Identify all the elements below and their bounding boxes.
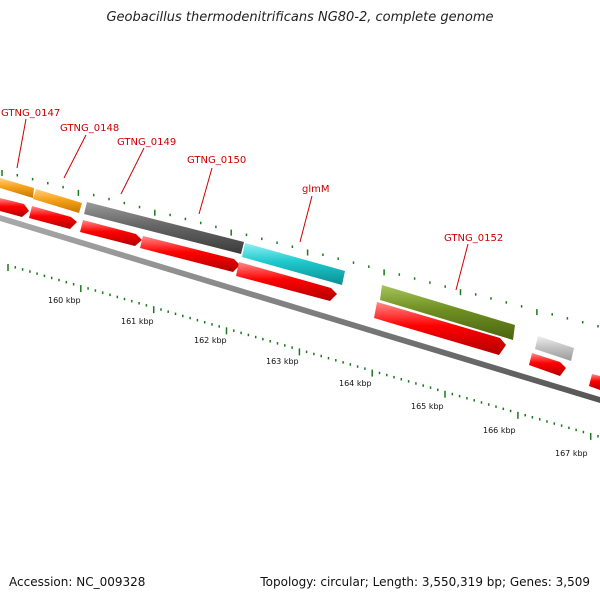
gene-label-gtng-0152: GTNG_0152 — [444, 233, 503, 244]
kbp-label-163: 163 kbp — [266, 357, 299, 366]
kbp-label-164: 164 kbp — [339, 379, 372, 388]
gene-bar-gtng-0152 — [380, 285, 515, 340]
gene-label-glmm: glmM — [302, 184, 330, 195]
gene-bar-gtng-0147 — [0, 178, 34, 198]
gene-arrow-4 — [140, 236, 240, 272]
kbp-label-162: 162 kbp — [194, 336, 227, 345]
accession-text: Accession: NC_009328 — [9, 575, 146, 589]
genome-summary-text: Topology: circular; Length: 3,550,319 bp… — [260, 575, 590, 589]
gene-label-gtng-0150: GTNG_0150 — [187, 155, 246, 166]
gene-arrow-8 — [589, 374, 600, 390]
genome-backbone — [0, 215, 600, 403]
map-title: Geobacillus thermodenitrificans NG80-2, … — [106, 10, 494, 25]
kbp-label-161: 161 kbp — [121, 317, 154, 326]
kbp-label-166: 166 kbp — [483, 426, 516, 435]
gene-bar-glmm — [242, 243, 345, 285]
kbp-label-160: 160 kbp — [48, 296, 81, 305]
gene-bar-gtng-0148 — [33, 189, 82, 213]
gene-arrow-7 — [529, 353, 566, 376]
kbp-label-165: 165 kbp — [411, 402, 444, 411]
gene-label-gtng-0149: GTNG_0149 — [117, 137, 176, 148]
gene-arrow-6 — [374, 302, 506, 355]
gene-arrow-5 — [236, 262, 337, 301]
gene-arrow-1 — [0, 198, 29, 217]
gene-leader-lines — [16, 118, 469, 291]
lower-tick-row — [7, 264, 599, 440]
upper-tick-row — [1, 170, 599, 328]
gene-bar-unlabeled — [535, 336, 574, 361]
gene-arrow-2 — [29, 206, 77, 229]
gene-arrow-3 — [80, 220, 142, 246]
gene-bar-gtng-0149-0150 — [84, 202, 244, 254]
kbp-label-167: 167 kbp — [555, 449, 588, 458]
gene-label-gtng-0147: GTNG_0147 — [1, 108, 60, 119]
gene-label-gtng-0148: GTNG_0148 — [60, 123, 119, 134]
